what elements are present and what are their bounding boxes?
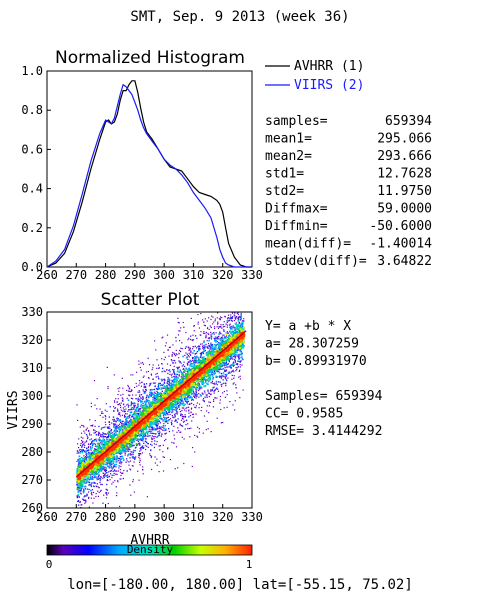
regression-line-text: CC= 0.9585 bbox=[265, 407, 343, 422]
histogram-ytick-label: 0.0 bbox=[21, 260, 43, 274]
histogram-ytick-label: 0.4 bbox=[21, 182, 43, 196]
legend-label-avhrr: AVHRR (1) bbox=[294, 59, 364, 74]
scatter-ytick-label: 270 bbox=[21, 473, 43, 487]
scatter-xtick-label: 330 bbox=[241, 510, 263, 524]
histogram-ytick-label: 0.8 bbox=[21, 103, 43, 117]
stat-label: Diffmin= bbox=[265, 219, 328, 234]
histogram-xtick-label: 320 bbox=[212, 268, 234, 282]
scatter-plot-frame bbox=[46, 311, 253, 509]
scatter-ytick-label: 280 bbox=[21, 445, 43, 459]
stat-value: 11.9750 bbox=[377, 184, 432, 199]
histogram-panel: Normalized Histogram 260 270 280 290 300 310 3… bbox=[21, 48, 432, 282]
regression-line-text: a= 28.307259 bbox=[265, 337, 359, 352]
scatter-panel: Scatter Plot 260 270 280 290 300 310 320 330 260… bbox=[6, 290, 383, 548]
scatter-xtick-label: 280 bbox=[95, 510, 117, 524]
histogram-ytick-label: 0.2 bbox=[21, 221, 43, 235]
histogram-title: Normalized Histogram bbox=[55, 48, 245, 68]
histogram-xtick-label: 290 bbox=[124, 268, 146, 282]
regression-line-text: Samples= 659394 bbox=[265, 389, 383, 404]
stat-value: -1.40014 bbox=[369, 237, 432, 252]
stat-label: std2= bbox=[265, 184, 304, 199]
scatter-ytick-label: 300 bbox=[21, 389, 43, 403]
scatter-ytick-label: 310 bbox=[21, 361, 43, 375]
stat-label: mean2= bbox=[265, 149, 312, 164]
histogram-series-avhrr bbox=[46, 80, 252, 268]
regression-line-text: b= 0.89931970 bbox=[265, 354, 367, 369]
stat-label: Diffmax= bbox=[265, 202, 328, 217]
colorbar-max-label: 1 bbox=[246, 558, 253, 571]
colorbar-min-label: 0 bbox=[46, 558, 53, 571]
scatter-title: Scatter Plot bbox=[101, 290, 200, 310]
regression-block: Y= a +b * X a= 28.307259 b= 0.89931970 Samp… bbox=[265, 319, 383, 439]
stat-label: std1= bbox=[265, 167, 304, 182]
histogram-plot-frame bbox=[46, 70, 253, 268]
scatter-xtick-label: 320 bbox=[212, 510, 234, 524]
scatter-ytick-label: 260 bbox=[21, 501, 43, 515]
scatter-xlabel: AVHRR bbox=[130, 533, 169, 548]
stat-label: mean(diff)= bbox=[265, 237, 351, 252]
stat-value: 3.64822 bbox=[377, 254, 432, 269]
histogram-xtick-label: 310 bbox=[183, 268, 205, 282]
scatter-xtick-label: 300 bbox=[153, 510, 175, 524]
density-colorbar: Density 0 1 bbox=[46, 543, 253, 571]
stat-value: 659394 bbox=[385, 114, 432, 129]
histogram-ytick-label: 1.0 bbox=[21, 64, 43, 78]
scatter-ylabel: VIIRS bbox=[6, 390, 21, 429]
scatter-ytick-label: 290 bbox=[21, 417, 43, 431]
histogram-xtick-label: 330 bbox=[241, 268, 263, 282]
scatter-xtick-label: 260 bbox=[36, 510, 58, 524]
stat-label: samples= bbox=[265, 114, 328, 129]
statistics-block: samples= 659394 mean1= 295.066 mean2= 293.666… bbox=[265, 114, 432, 269]
histogram-ytick-label: 0.6 bbox=[21, 142, 43, 156]
stat-label: stddev(diff)= bbox=[265, 254, 367, 269]
histogram-xtick-label: 260 bbox=[36, 268, 58, 282]
histogram-xtick-label: 270 bbox=[65, 268, 87, 282]
colorbar-gradient bbox=[46, 544, 253, 556]
stat-value: 295.066 bbox=[377, 132, 432, 147]
histogram-xtick-label: 280 bbox=[95, 268, 117, 282]
regression-line-text: Y= a +b * X bbox=[265, 319, 351, 334]
stat-value: 59.0000 bbox=[377, 202, 432, 217]
stat-value: 293.666 bbox=[377, 149, 432, 164]
stat-value: 12.7628 bbox=[377, 167, 432, 182]
colorbar-label: Density bbox=[127, 543, 174, 556]
stat-value: -50.6000 bbox=[369, 219, 432, 234]
histogram-xtick-label: 300 bbox=[153, 268, 175, 282]
scatter-xtick-label: 270 bbox=[65, 510, 87, 524]
footer-range: lon=[-180.00, 180.00] lat=[-55.15, 75.02… bbox=[67, 577, 413, 593]
figure-title: SMT, Sep. 9 2013 (week 36) bbox=[130, 9, 349, 25]
scatter-ytick-label: 330 bbox=[21, 305, 43, 319]
regression-line bbox=[75, 330, 247, 478]
histogram-legend: AVHRR (1) VIIRS (2) bbox=[265, 59, 364, 93]
scatter-ytick-label: 320 bbox=[21, 333, 43, 347]
stat-label: mean1= bbox=[265, 132, 312, 147]
scatter-xtick-label: 290 bbox=[124, 510, 146, 524]
histogram-series-viirs bbox=[46, 83, 252, 268]
regression-line-text: RMSE= 3.4144292 bbox=[265, 424, 382, 439]
legend-label-viirs: VIIRS (2) bbox=[294, 78, 364, 93]
scatter-xtick-label: 310 bbox=[183, 510, 205, 524]
